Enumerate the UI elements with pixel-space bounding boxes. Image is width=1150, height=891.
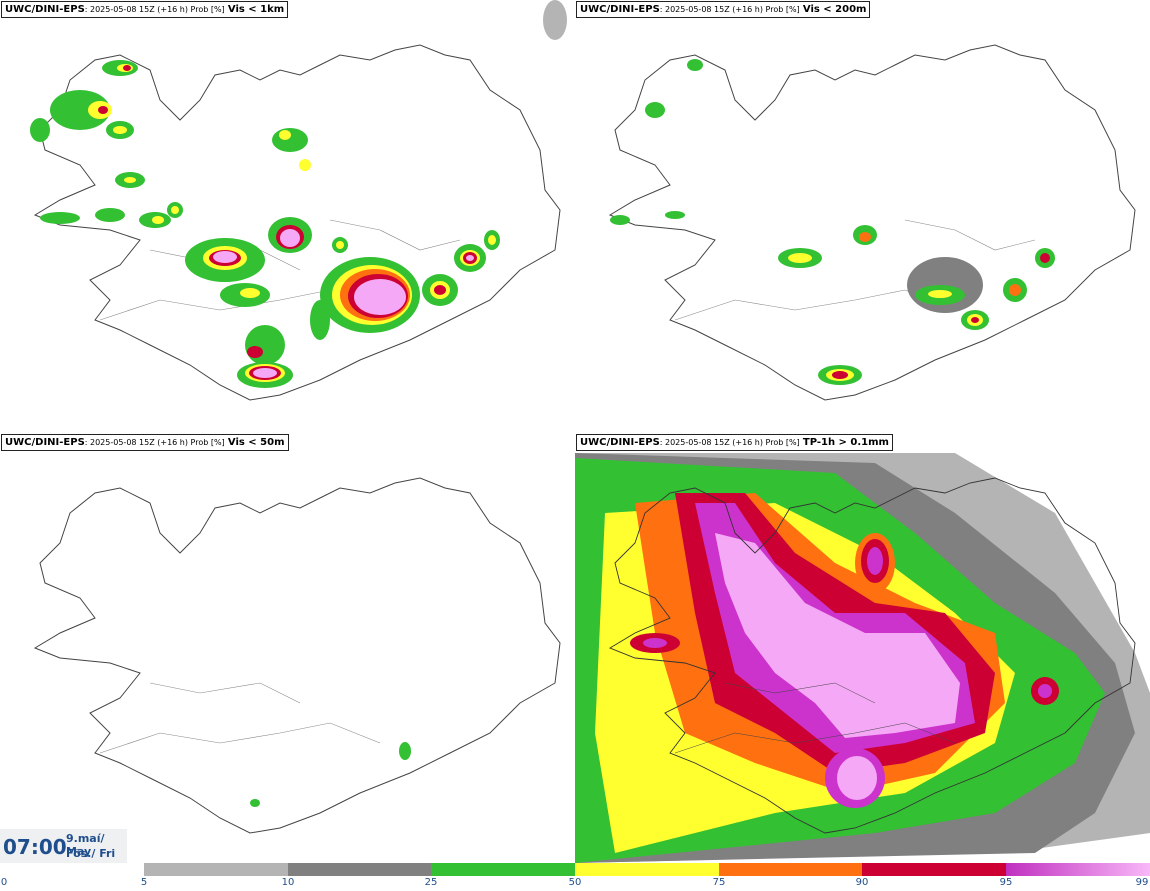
colorbar-segment-5 <box>862 863 1006 876</box>
probability-colorbar: 0 5 10 25 50 75 90 95 99 <box>0 862 1150 891</box>
colorbar-tick: 99 <box>1135 877 1149 888</box>
colorbar-segment-6 <box>1006 863 1150 876</box>
precipitation-map <box>575 433 1150 863</box>
colorbar-tick: 25 <box>424 877 438 888</box>
map-panel-tp-1h: UWC/DINI-EPS: 2025-05-08 15Z (+16 h) Pro… <box>575 433 1150 863</box>
colorbar-segment-4 <box>719 863 862 876</box>
colorbar-tick: 90 <box>855 877 869 888</box>
colorbar-tick: 10 <box>281 877 295 888</box>
colorbar-tick: 5 <box>140 877 148 888</box>
colorbar-segment-0 <box>144 863 288 876</box>
colorbar-tick: 0 <box>0 877 8 888</box>
probability-areas <box>250 742 411 807</box>
panel-title: UWC/DINI-EPS: 2025-05-08 15Z (+16 h) Pro… <box>576 434 893 451</box>
panel-title: UWC/DINI-EPS: 2025-05-08 15Z (+16 h) Pro… <box>576 1 871 18</box>
iceland-map <box>30 0 567 401</box>
map-panel-vis-1km: UWC/DINI-EPS: 2025-05-08 15Z (+16 h) Pro… <box>0 0 575 430</box>
iceland-map <box>609 44 1136 401</box>
colorbar-segment-2 <box>431 863 575 876</box>
colorbar-tick: 95 <box>999 877 1013 888</box>
colorbar-tick: 75 <box>712 877 726 888</box>
panel-title: UWC/DINI-EPS: 2025-05-08 15Z (+16 h) Pro… <box>1 434 289 451</box>
map-panel-vis-50m: UWC/DINI-EPS: 2025-05-08 15Z (+16 h) Pro… <box>0 433 575 863</box>
valid-time-box: 07:00 9.maí/ May Fös./ Fri <box>0 829 127 863</box>
colorbar-segment-1 <box>288 863 431 876</box>
colorbar-segment-3 <box>575 863 719 876</box>
map-panel-vis-200m: UWC/DINI-EPS: 2025-05-08 15Z (+16 h) Pro… <box>575 0 1150 430</box>
probability-areas <box>575 433 1150 863</box>
valid-date: 9.maí/ May <box>66 832 105 858</box>
panel-title: UWC/DINI-EPS: 2025-05-08 15Z (+16 h) Pro… <box>1 1 289 18</box>
valid-weekday: Fös./ Fri <box>66 847 116 860</box>
colorbar-tick: 50 <box>568 877 582 888</box>
probability-areas <box>610 59 1055 385</box>
probability-areas <box>30 0 567 388</box>
valid-time: 07:00 <box>3 835 67 859</box>
iceland-map <box>34 477 561 834</box>
